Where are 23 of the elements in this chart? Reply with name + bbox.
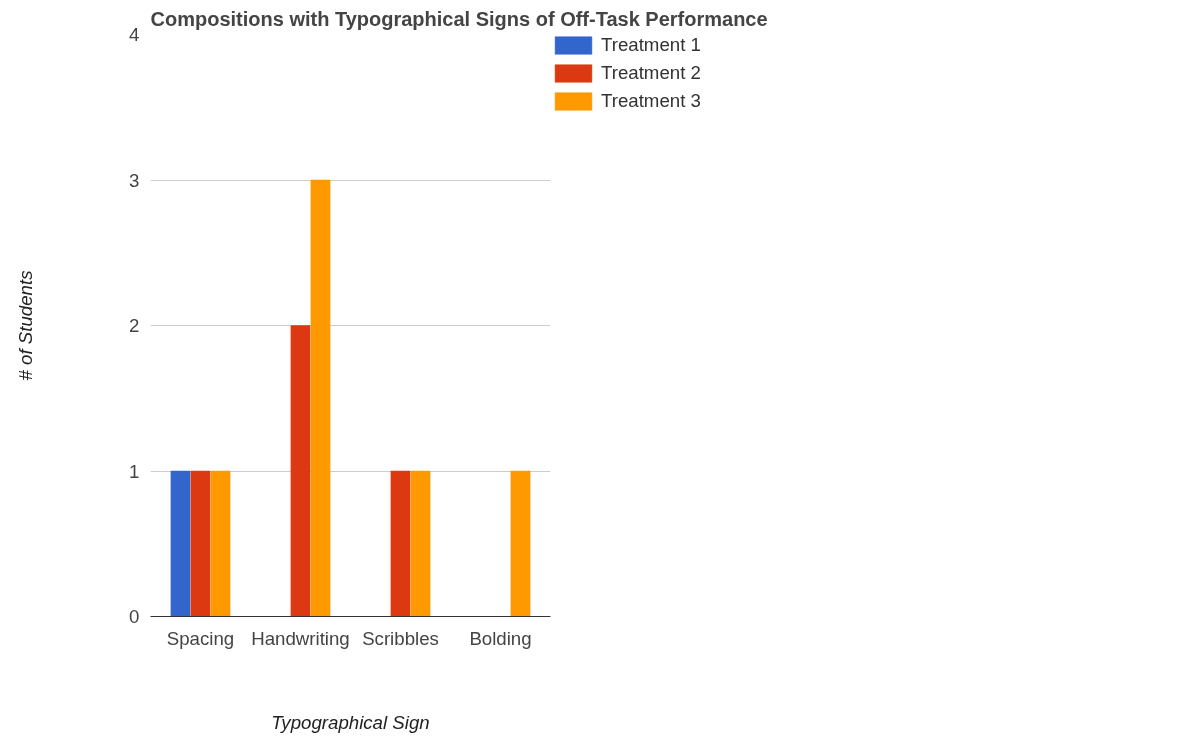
legend-label: Treatment 3 [601,90,702,112]
x-tick-label: Scribbles [362,627,439,649]
legend-label: Treatment 1 [601,34,702,56]
bar [510,470,531,617]
y-tick-label: 0 [129,606,140,627]
y-axis-title: # of Students [15,270,37,381]
y-tick-label: 2 [129,315,140,336]
bar [210,470,231,617]
x-tick-label: Spacing [166,627,235,649]
bar [310,179,331,617]
x-axis-title: Typographical Sign [271,711,430,733]
bar [290,325,311,617]
y-tick-label: 1 [129,460,140,482]
bar [390,470,411,617]
y-tick-label: 4 [129,24,140,45]
bar [410,470,431,617]
x-tick-label: Handwriting [251,627,350,649]
chart-title: Compositions with Typographical Signs of Off-Task Performance [150,7,768,30]
bar [190,470,211,617]
bar [170,470,191,617]
y-tick-label: 3 [129,169,140,191]
legend-label: Treatment 2 [601,62,702,84]
x-tick-label: Bolding [469,627,532,649]
